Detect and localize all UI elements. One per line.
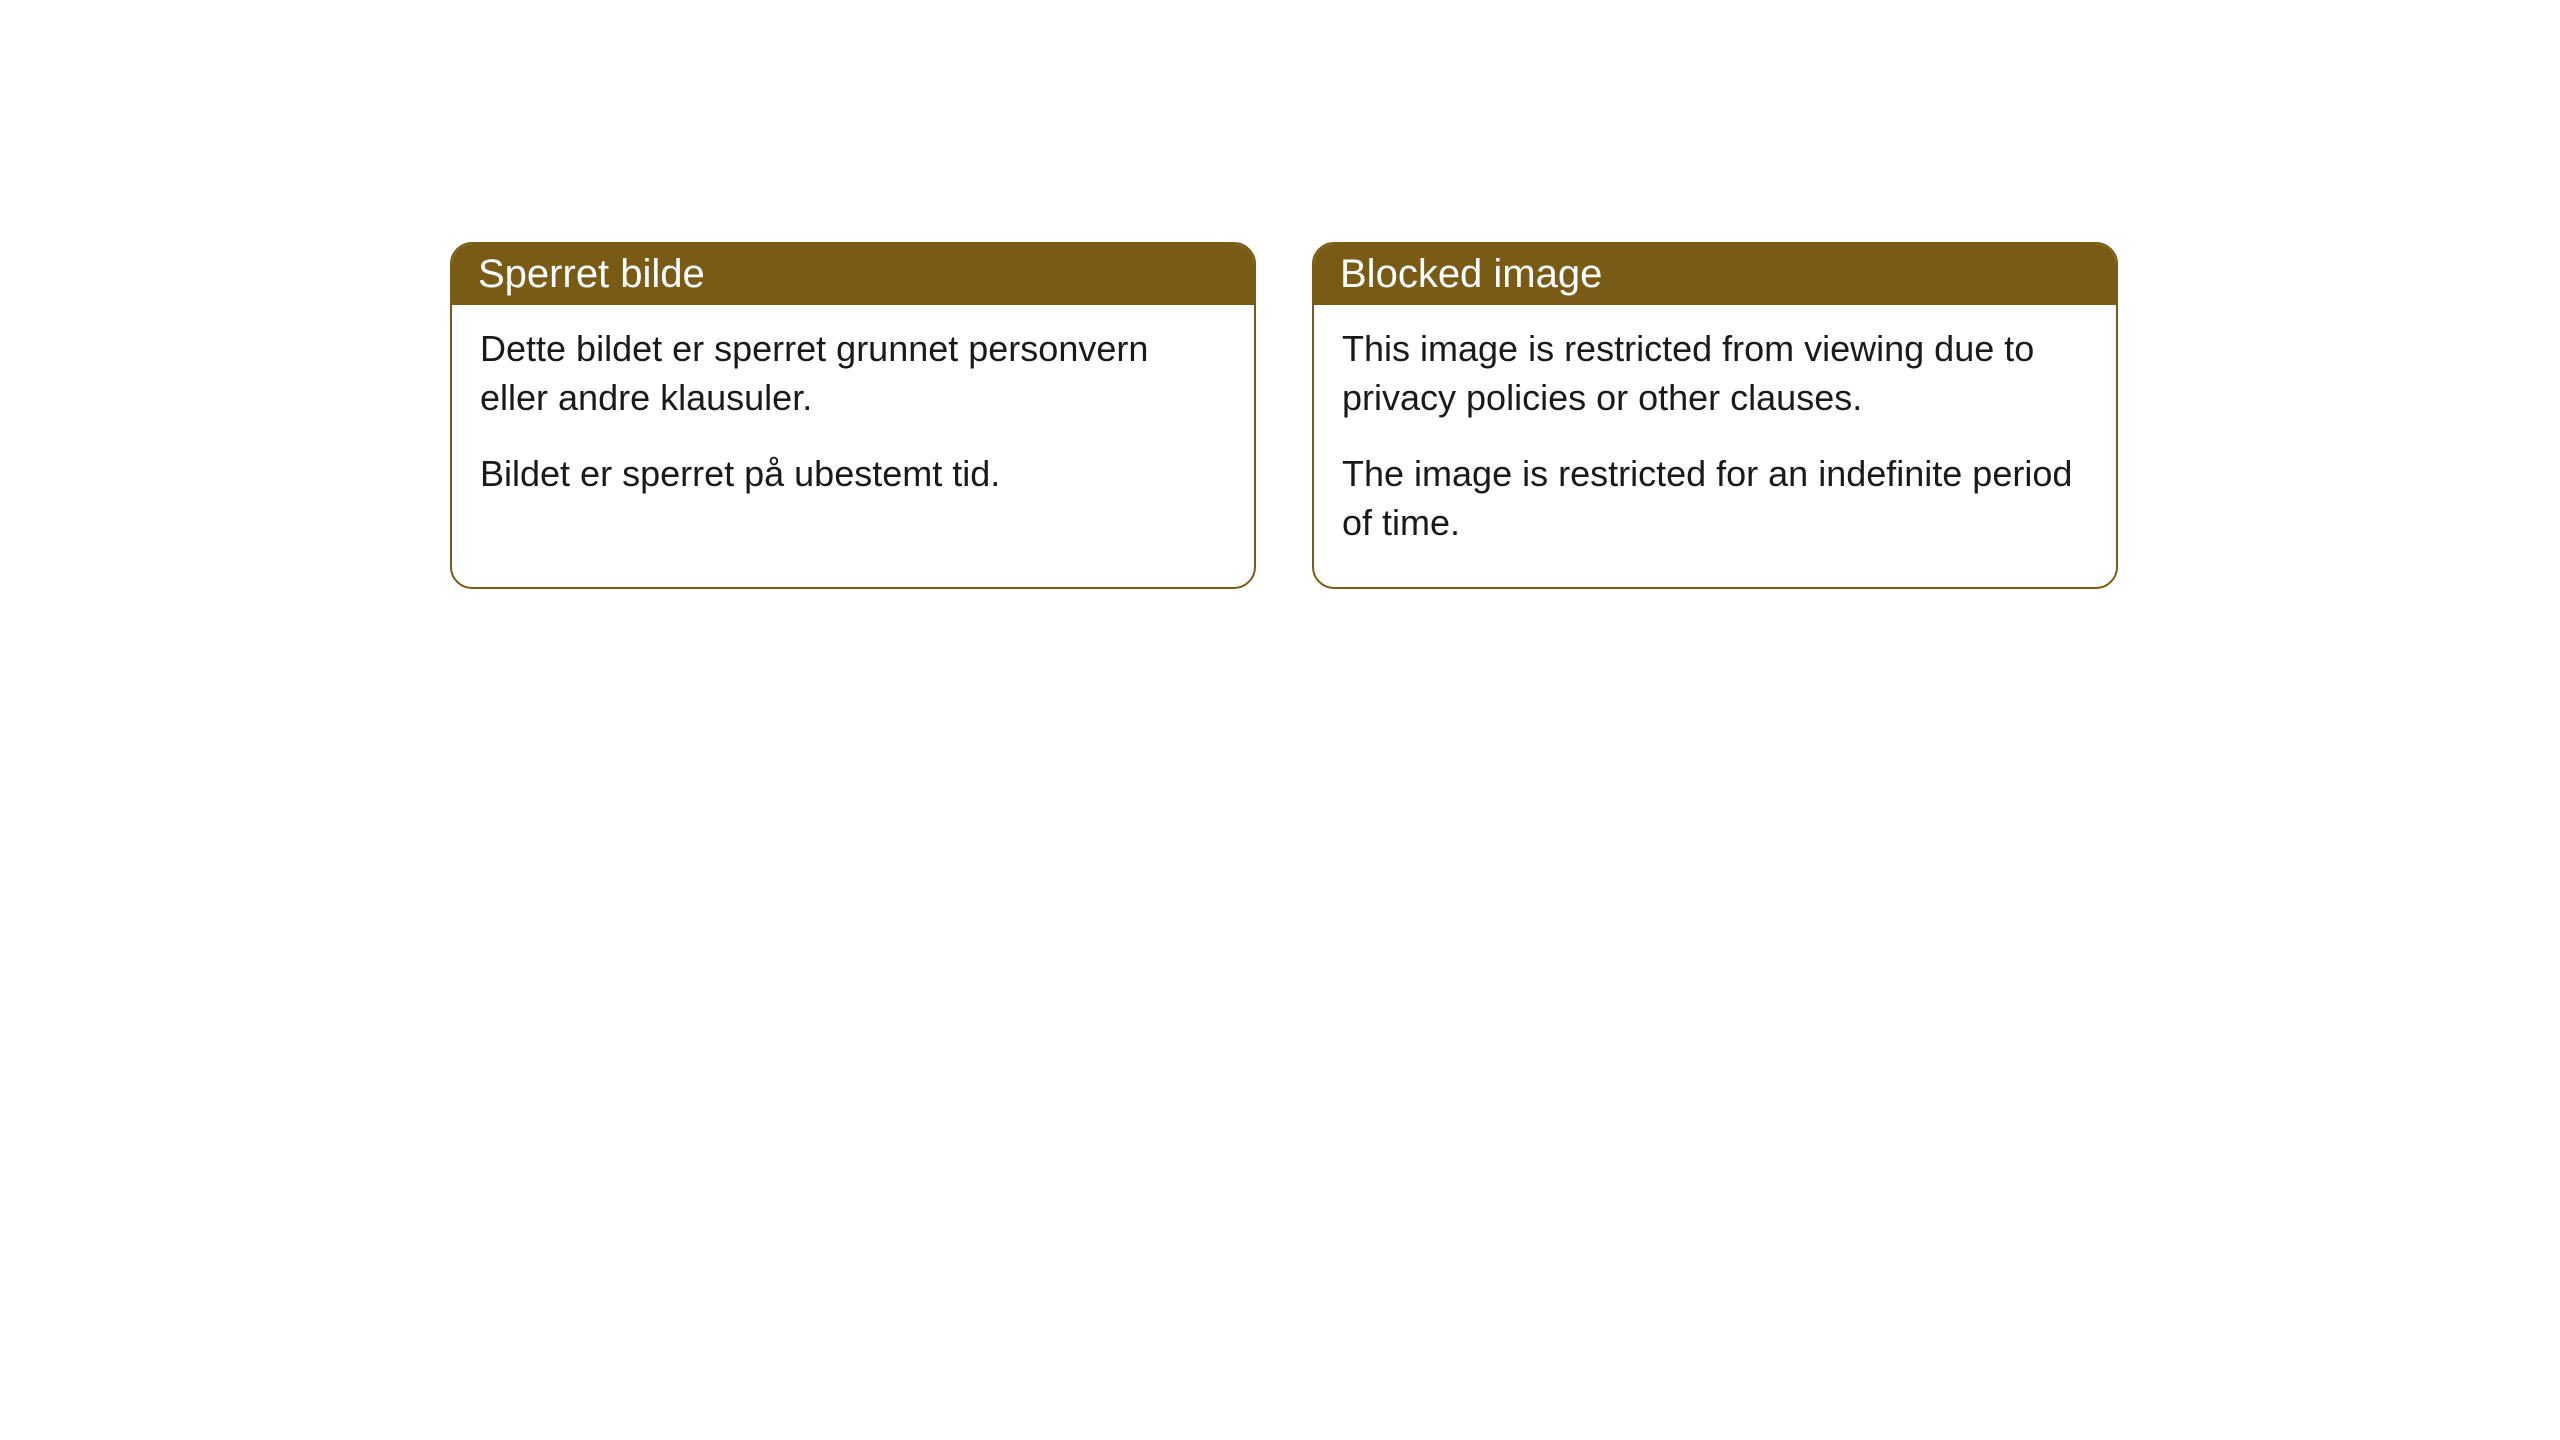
notice-card-title: Sperret bilde xyxy=(478,252,705,296)
notice-paragraph: The image is restricted for an indefinit… xyxy=(1342,450,2088,547)
notice-paragraph: This image is restricted from viewing du… xyxy=(1342,325,2088,422)
notice-paragraph: Bildet er sperret på ubestemt tid. xyxy=(480,450,1226,499)
notice-card-header: Blocked image xyxy=(1314,244,2116,305)
notice-card-title: Blocked image xyxy=(1340,252,1602,296)
notice-card-header: Sperret bilde xyxy=(452,244,1254,305)
notice-card-body: This image is restricted from viewing du… xyxy=(1314,305,2116,587)
notice-paragraph: Dette bildet er sperret grunnet personve… xyxy=(480,325,1226,422)
notice-card-norwegian: Sperret bilde Dette bildet er sperret gr… xyxy=(450,242,1256,589)
notice-card-body: Dette bildet er sperret grunnet personve… xyxy=(452,305,1254,539)
notice-cards-container: Sperret bilde Dette bildet er sperret gr… xyxy=(450,242,2560,589)
notice-card-english: Blocked image This image is restricted f… xyxy=(1312,242,2118,589)
